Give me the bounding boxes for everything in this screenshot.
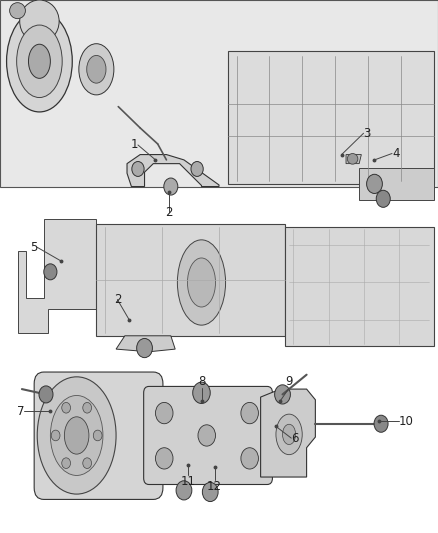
Ellipse shape (62, 402, 71, 413)
Text: 2: 2 (113, 293, 121, 306)
Polygon shape (116, 336, 175, 352)
Text: 8: 8 (199, 375, 206, 388)
Text: 2: 2 (165, 206, 173, 219)
Ellipse shape (241, 402, 258, 424)
Ellipse shape (93, 430, 102, 441)
Ellipse shape (28, 44, 50, 78)
Ellipse shape (20, 0, 59, 43)
Ellipse shape (283, 424, 296, 445)
Bar (228, 51, 434, 184)
Bar (359, 168, 434, 200)
Ellipse shape (187, 258, 215, 307)
Ellipse shape (241, 448, 258, 469)
Text: 3: 3 (364, 127, 371, 140)
Ellipse shape (367, 174, 382, 193)
Text: 1: 1 (131, 139, 138, 151)
Ellipse shape (132, 161, 144, 176)
Ellipse shape (64, 417, 89, 454)
Ellipse shape (191, 161, 203, 176)
Ellipse shape (176, 481, 192, 500)
Ellipse shape (198, 425, 215, 446)
Ellipse shape (51, 430, 60, 441)
Ellipse shape (87, 55, 106, 83)
Ellipse shape (155, 402, 173, 424)
Text: 10: 10 (399, 415, 413, 427)
Text: 11: 11 (181, 475, 196, 488)
Ellipse shape (193, 382, 210, 403)
Ellipse shape (177, 240, 226, 325)
Ellipse shape (39, 386, 53, 403)
Ellipse shape (155, 448, 173, 469)
Ellipse shape (50, 395, 103, 475)
Ellipse shape (347, 154, 358, 164)
Text: 7: 7 (17, 405, 24, 418)
Polygon shape (127, 155, 219, 187)
FancyBboxPatch shape (34, 372, 163, 499)
Ellipse shape (7, 11, 72, 112)
Text: 12: 12 (207, 480, 222, 492)
Text: 5: 5 (30, 241, 37, 254)
Text: 4: 4 (392, 147, 399, 160)
Ellipse shape (37, 377, 116, 494)
Ellipse shape (79, 44, 114, 95)
Ellipse shape (276, 414, 302, 455)
Polygon shape (346, 155, 361, 164)
Ellipse shape (62, 458, 71, 469)
Ellipse shape (202, 482, 218, 502)
Bar (0, 0, 438, 187)
FancyBboxPatch shape (144, 386, 272, 484)
Bar (285, 227, 434, 346)
Ellipse shape (17, 25, 62, 98)
Ellipse shape (83, 402, 92, 413)
Polygon shape (261, 389, 315, 477)
Text: 6: 6 (291, 432, 299, 445)
Ellipse shape (376, 190, 390, 207)
Polygon shape (18, 219, 96, 333)
Ellipse shape (10, 3, 25, 19)
Bar (96, 224, 285, 336)
Ellipse shape (374, 415, 388, 432)
Ellipse shape (164, 178, 178, 195)
Text: 9: 9 (285, 375, 293, 388)
Ellipse shape (275, 385, 290, 404)
Ellipse shape (83, 458, 92, 469)
Ellipse shape (44, 264, 57, 280)
Ellipse shape (137, 338, 152, 358)
